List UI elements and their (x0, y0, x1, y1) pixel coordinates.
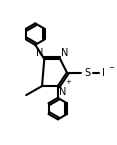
Text: S: S (84, 68, 90, 77)
Text: N: N (59, 87, 66, 97)
Text: N: N (36, 48, 43, 58)
Text: I: I (102, 68, 104, 77)
Text: −: − (109, 65, 115, 71)
Text: +: + (65, 79, 71, 85)
Text: N: N (61, 48, 69, 58)
